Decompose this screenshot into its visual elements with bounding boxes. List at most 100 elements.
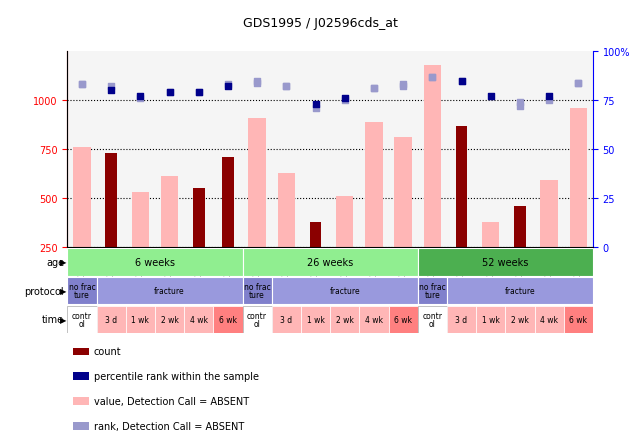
Point [427,74,437,81]
Bar [155,306,184,333]
Text: 2 wk: 2 wk [511,315,529,324]
Text: 2 wk: 2 wk [336,315,354,324]
Bar [360,306,388,333]
Text: 6 weeks: 6 weeks [135,257,175,267]
Bar [476,306,505,333]
Bar [482,222,499,247]
Point [427,74,437,81]
Point [456,78,467,85]
Point [194,89,204,96]
Bar [67,277,97,305]
Bar [72,398,89,405]
Text: 3 d: 3 d [456,315,467,324]
Point [135,95,146,102]
Bar [97,306,126,333]
Bar [365,122,383,247]
Text: age: age [46,257,64,267]
Point [106,84,116,91]
Point [164,89,174,96]
Point [310,105,320,112]
Point [281,84,292,91]
Text: ▶: ▶ [60,258,67,267]
Text: protocol: protocol [24,286,64,296]
Point [340,95,350,102]
Bar [73,148,90,247]
Bar [418,277,447,305]
Text: 6 wk: 6 wk [569,315,587,324]
Point [223,84,233,91]
Bar [105,154,117,247]
Bar [193,189,204,247]
Text: 2 wk: 2 wk [161,315,178,324]
Bar [505,306,535,333]
Text: count: count [94,346,121,356]
Text: contr
ol: contr ol [72,311,92,328]
Bar [424,66,441,247]
Bar [242,249,418,276]
Bar [535,306,563,333]
Point [515,103,525,110]
Text: ▶: ▶ [60,286,67,296]
Bar [388,306,418,333]
Text: contr
ol: contr ol [422,311,442,328]
Bar [394,138,412,247]
Bar [301,306,330,333]
Bar [456,126,467,247]
Text: 52 weeks: 52 weeks [482,257,529,267]
Point [106,88,116,95]
Bar [248,118,266,247]
Bar [131,193,149,247]
Text: 3 d: 3 d [280,315,292,324]
Bar [418,306,447,333]
Point [223,82,233,89]
Text: 1 wk: 1 wk [482,315,499,324]
Bar [213,306,242,333]
Point [164,89,174,96]
Bar [278,173,295,247]
Text: contr
ol: contr ol [247,311,267,328]
Bar [242,277,272,305]
Text: no frac
ture: no frac ture [419,283,445,299]
Text: rank, Detection Call = ABSENT: rank, Detection Call = ABSENT [94,421,244,431]
Bar [72,348,89,355]
Bar [161,177,178,247]
Bar [126,306,155,333]
Point [194,89,204,96]
Point [544,93,554,100]
Point [77,82,87,89]
Bar [184,306,213,333]
Bar [310,222,321,247]
Point [486,93,496,100]
Point [369,85,379,92]
Text: 6 wk: 6 wk [219,315,237,324]
Bar [222,158,234,247]
Text: no frac
ture: no frac ture [69,283,96,299]
Text: fracture: fracture [329,286,360,296]
Text: 4 wk: 4 wk [365,315,383,324]
Point [135,93,146,100]
Bar [72,373,89,380]
Bar [563,306,593,333]
Text: GDS1995 / J02596cds_at: GDS1995 / J02596cds_at [243,17,398,30]
Bar [242,306,272,333]
Text: 3 d: 3 d [105,315,117,324]
Bar [418,249,593,276]
Bar [67,249,242,276]
Point [310,101,320,108]
Bar [336,197,353,247]
Bar [330,306,360,333]
Bar [72,422,89,430]
Bar [447,306,476,333]
Text: 6 wk: 6 wk [394,315,412,324]
Bar [514,206,526,247]
Point [252,78,262,85]
Bar [447,277,593,305]
Point [252,80,262,87]
Text: fracture: fracture [504,286,535,296]
Text: no frac
ture: no frac ture [244,283,271,299]
Text: 4 wk: 4 wk [540,315,558,324]
Point [398,82,408,89]
Point [515,99,525,106]
Bar [570,108,587,247]
Point [573,80,583,87]
